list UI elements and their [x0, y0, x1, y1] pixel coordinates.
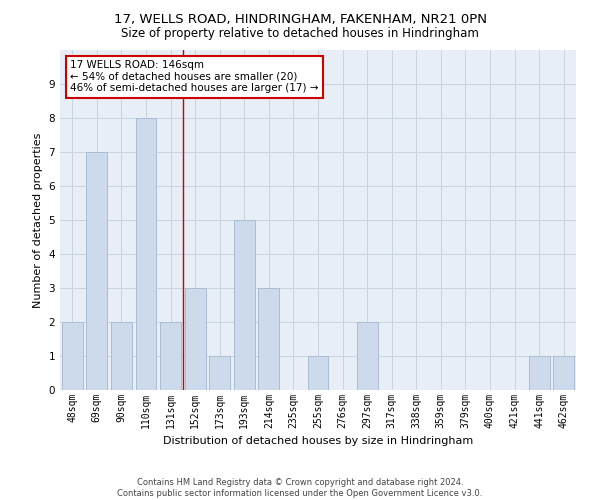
Bar — [308, 356, 328, 390]
Text: Contains HM Land Registry data © Crown copyright and database right 2024.
Contai: Contains HM Land Registry data © Crown c… — [118, 478, 482, 498]
Bar — [209, 356, 230, 390]
Bar — [553, 356, 574, 390]
Bar — [259, 288, 280, 390]
Bar — [356, 322, 377, 390]
Bar — [234, 220, 255, 390]
Bar — [62, 322, 83, 390]
Text: 17, WELLS ROAD, HINDRINGHAM, FAKENHAM, NR21 0PN: 17, WELLS ROAD, HINDRINGHAM, FAKENHAM, N… — [113, 12, 487, 26]
Bar — [529, 356, 550, 390]
Text: Size of property relative to detached houses in Hindringham: Size of property relative to detached ho… — [121, 28, 479, 40]
Bar — [185, 288, 206, 390]
Bar — [86, 152, 107, 390]
Text: 17 WELLS ROAD: 146sqm
← 54% of detached houses are smaller (20)
46% of semi-deta: 17 WELLS ROAD: 146sqm ← 54% of detached … — [70, 60, 319, 94]
Bar — [160, 322, 181, 390]
X-axis label: Distribution of detached houses by size in Hindringham: Distribution of detached houses by size … — [163, 436, 473, 446]
Bar — [136, 118, 157, 390]
Bar — [111, 322, 132, 390]
Y-axis label: Number of detached properties: Number of detached properties — [33, 132, 43, 308]
